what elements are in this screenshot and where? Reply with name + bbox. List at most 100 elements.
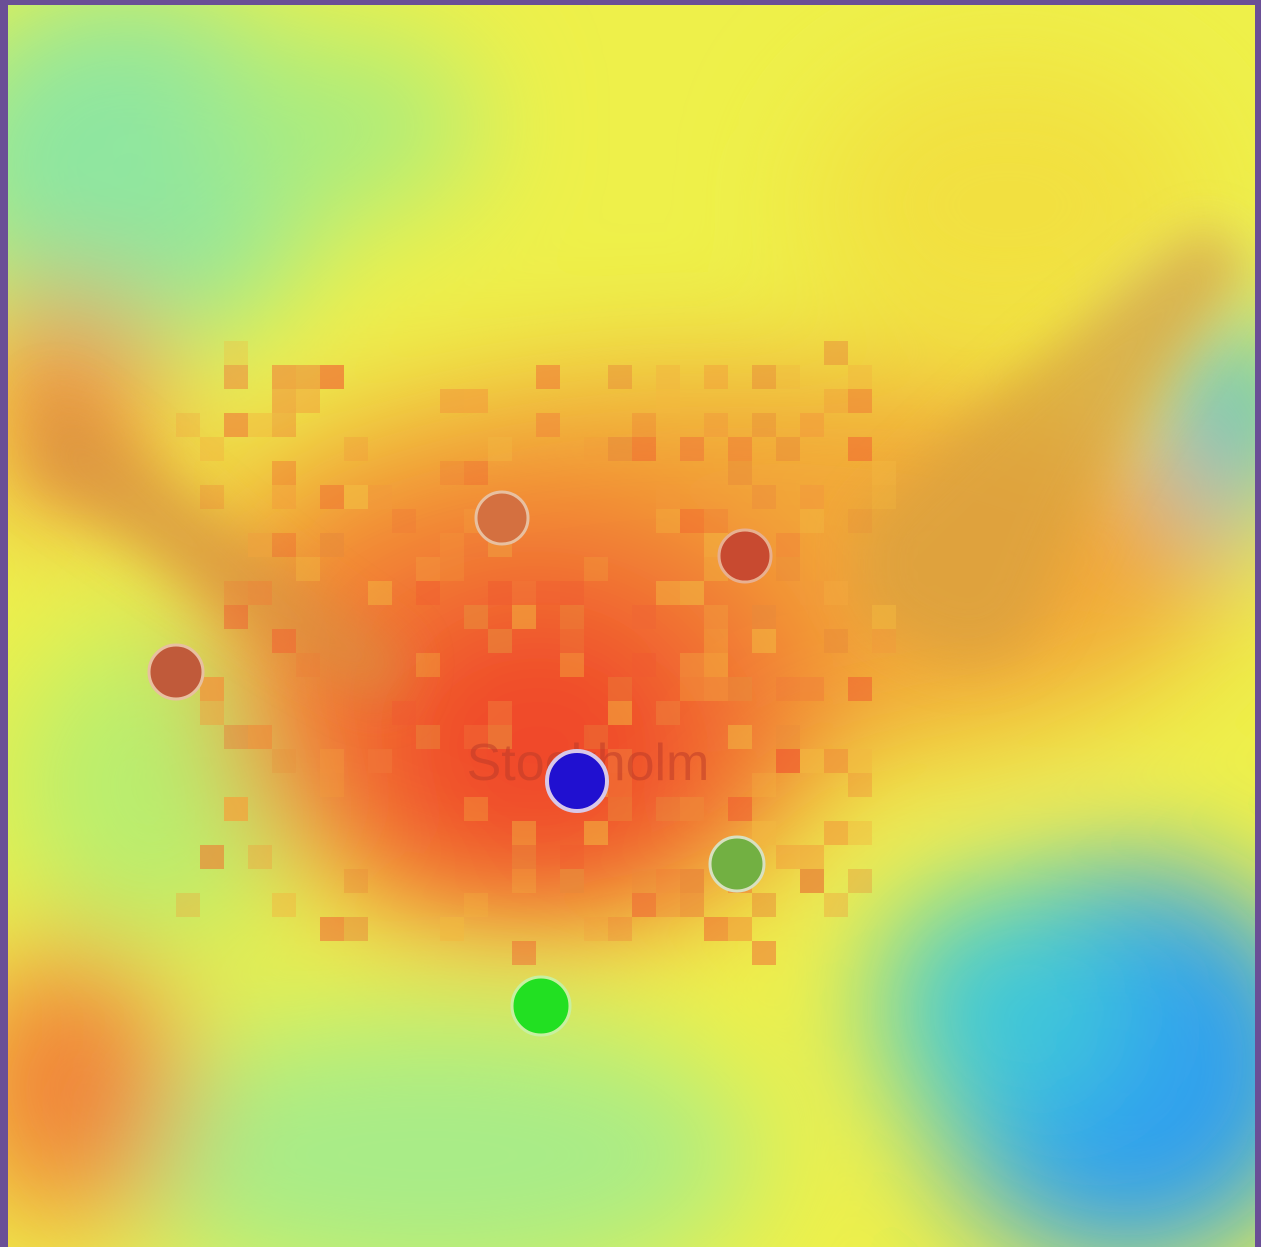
cell — [848, 677, 872, 701]
cell — [488, 581, 512, 605]
cell — [656, 797, 680, 821]
cell — [872, 605, 896, 629]
cell — [224, 413, 248, 437]
cell — [272, 413, 296, 437]
cell — [608, 749, 632, 773]
cell — [776, 437, 800, 461]
marker[interactable] — [147, 643, 205, 701]
cell — [440, 533, 464, 557]
cell — [656, 701, 680, 725]
cell — [872, 629, 896, 653]
cell — [752, 773, 776, 797]
cell — [800, 581, 824, 605]
cell — [224, 365, 248, 389]
cell — [800, 869, 824, 893]
marker[interactable] — [545, 749, 609, 813]
cell — [200, 845, 224, 869]
cell — [848, 365, 872, 389]
cell — [608, 773, 632, 797]
cell — [296, 365, 320, 389]
cell — [224, 797, 248, 821]
cell — [728, 917, 752, 941]
cell — [368, 749, 392, 773]
cell — [464, 605, 488, 629]
cell — [464, 389, 488, 413]
marker[interactable] — [717, 528, 773, 584]
cell — [680, 893, 704, 917]
cell — [224, 797, 248, 821]
cell — [752, 605, 776, 629]
cell — [248, 413, 272, 437]
cell — [320, 533, 344, 557]
cell — [440, 461, 464, 485]
cell — [608, 365, 632, 389]
cell — [584, 557, 608, 581]
marker[interactable] — [474, 490, 530, 546]
cell — [272, 533, 296, 557]
cell — [776, 725, 800, 749]
marker[interactable] — [708, 835, 766, 893]
cell — [848, 869, 872, 893]
cell — [320, 773, 344, 797]
cell — [704, 413, 728, 437]
cell — [824, 581, 848, 605]
cell — [800, 509, 824, 533]
cell — [560, 629, 584, 653]
cell — [320, 485, 344, 509]
cell — [656, 365, 680, 389]
cell — [752, 485, 776, 509]
cell — [416, 581, 440, 605]
cell — [176, 893, 200, 917]
cell — [512, 581, 536, 605]
cell — [872, 485, 896, 509]
cell — [296, 557, 320, 581]
cell — [320, 365, 344, 389]
cell — [272, 749, 296, 773]
cell — [704, 509, 728, 533]
cell — [224, 413, 248, 437]
cell — [560, 653, 584, 677]
cell — [560, 581, 584, 605]
cell — [800, 677, 824, 701]
cell — [728, 437, 752, 461]
cell — [680, 869, 704, 893]
cell — [680, 653, 704, 677]
cell — [728, 725, 752, 749]
cell — [632, 605, 656, 629]
cell — [752, 629, 776, 653]
cell — [608, 677, 632, 701]
cell — [872, 461, 896, 485]
cell — [416, 725, 440, 749]
cell — [272, 389, 296, 413]
cell — [680, 581, 704, 605]
cell — [512, 845, 536, 869]
cell — [320, 365, 344, 389]
cell — [200, 677, 224, 701]
cell — [704, 605, 728, 629]
cell — [824, 893, 848, 917]
cell — [848, 821, 872, 845]
cell — [728, 461, 752, 485]
cell — [680, 797, 704, 821]
cell — [776, 557, 800, 581]
cell — [656, 701, 680, 725]
cell — [272, 485, 296, 509]
cell — [248, 533, 272, 557]
cell — [224, 581, 248, 605]
cell — [728, 677, 752, 701]
cell — [632, 437, 656, 461]
heatmap: Stockholm — [8, 5, 1255, 1247]
cell — [632, 893, 656, 917]
cell — [776, 677, 800, 701]
cell — [584, 917, 608, 941]
cell — [248, 725, 272, 749]
cell — [536, 413, 560, 437]
cell — [848, 389, 872, 413]
cell — [632, 413, 656, 437]
cell — [272, 893, 296, 917]
cell — [728, 797, 752, 821]
cell — [488, 629, 512, 653]
cell — [584, 437, 608, 461]
cell — [464, 725, 488, 749]
marker[interactable] — [510, 975, 572, 1037]
